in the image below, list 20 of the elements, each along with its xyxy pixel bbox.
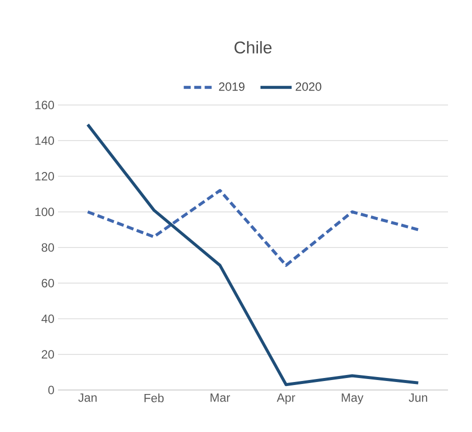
x-tick-label: Feb (144, 394, 164, 402)
y-tick-label: 120 (35, 172, 54, 180)
x-tick-label: May (342, 394, 364, 404)
y-tick-label: 100 (35, 208, 54, 216)
x-tick-label: Mar (210, 394, 230, 402)
y-tick-label: 0 (48, 386, 54, 394)
line-series (86, 189, 420, 267)
y-tick-label: 80 (42, 243, 54, 252)
y-tick-label: 20 (42, 350, 54, 359)
x-tick-label: Jun (408, 394, 428, 402)
line-series (86, 123, 420, 386)
legend-label: 2020 (296, 82, 322, 91)
y-tick-label: 60 (42, 278, 54, 288)
chart-title: Chile (234, 41, 272, 54)
y-tick-label: 40 (41, 314, 54, 323)
y-tick-label: 160 (35, 100, 54, 110)
legend-label: 2019 (219, 82, 244, 91)
x-tick-label: Apr (276, 394, 296, 404)
x-tick-label: Jan (78, 394, 97, 402)
y-tick-label: 140 (35, 136, 54, 145)
